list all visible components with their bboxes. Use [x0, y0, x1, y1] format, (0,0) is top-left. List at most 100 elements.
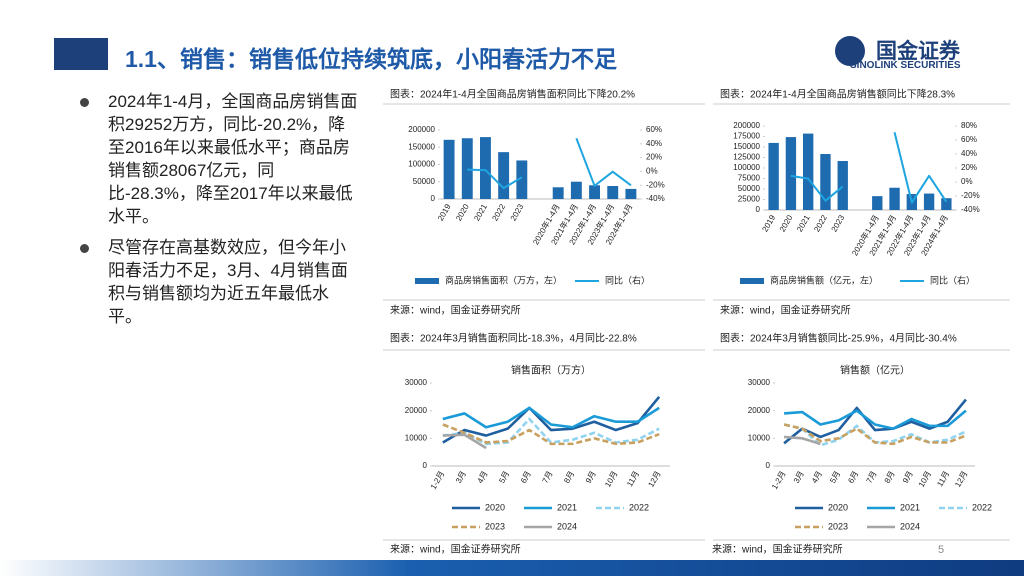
- chart-title: 销售面积（万方）: [511, 364, 591, 377]
- y2-tick-label: -40%: [646, 194, 665, 203]
- x-tick-label: 4月: [476, 470, 490, 485]
- x-tick-label: 7月: [865, 470, 879, 485]
- source: 来源：wind，国金证券研究所: [712, 543, 843, 556]
- legend-label: 同比（右）: [605, 274, 650, 285]
- x-tick-label: 6月: [519, 470, 533, 485]
- slide-title: 1.1、销售：销售低位持续筑底，小阳春活力不足: [125, 46, 617, 72]
- x-tick-label: 2022: [491, 202, 508, 222]
- line-series: [783, 435, 821, 446]
- x-tick-label: 10月: [603, 470, 619, 489]
- chart-caption: 图表：2024年3月销售额同比-25.9%，4月同比-30.4%: [720, 332, 957, 345]
- x-tick-label: 8月: [562, 470, 576, 485]
- chart-title: 销售额（亿元）: [840, 364, 910, 377]
- y-tick-label: 100000: [408, 160, 435, 169]
- page-number: 5: [938, 544, 944, 556]
- y2-tick-label: 60%: [961, 135, 977, 144]
- x-tick-label: 5月: [828, 470, 842, 485]
- logo-en: SINOLINK SECURITIES: [850, 60, 961, 71]
- bar: [872, 196, 883, 210]
- x-tick-label: 10月: [917, 470, 933, 489]
- legend-label: 2022: [629, 502, 649, 512]
- x-tick-label: 6月: [846, 470, 860, 485]
- line-series: [442, 396, 661, 444]
- y-tick-label: 10000: [405, 433, 428, 442]
- y-tick-label: 50000: [413, 177, 436, 186]
- legend-label: 2020: [828, 502, 848, 512]
- y-tick-label: 20000: [405, 406, 428, 415]
- bar: [889, 187, 900, 210]
- y-tick-label: 30000: [748, 378, 771, 387]
- y2-tick-label: -20%: [646, 180, 665, 189]
- bar: [785, 137, 797, 210]
- line-series: [467, 137, 632, 190]
- x-tick-label: 11月: [935, 470, 951, 489]
- y-tick-label: 75000: [738, 174, 761, 183]
- legend-label: 商品房销售面积（万方，左）: [445, 274, 562, 285]
- line-series: [442, 406, 660, 429]
- bar: [607, 186, 619, 199]
- bar: [589, 185, 600, 199]
- x-tick-label: 3月: [792, 470, 806, 485]
- bullet-list: 2024年1-4月，全国商品房销售面积29252万方，同比-20.2%，降至20…: [78, 90, 358, 336]
- bar: [570, 181, 582, 199]
- y2-tick-label: 0%: [961, 177, 973, 186]
- bar: [820, 154, 831, 210]
- y-tick-label: 25000: [738, 195, 761, 204]
- x-tick-label: 11月: [625, 470, 641, 489]
- y2-tick-label: -40%: [961, 205, 980, 214]
- y-tick-label: 200000: [408, 125, 435, 134]
- y-tick-label: 50000: [738, 184, 761, 193]
- bar: [768, 142, 779, 210]
- x-tick-label: 7月: [541, 470, 555, 485]
- bullet: 尽管存在高基数效应，但今年小阳春活力不足，3月、4月销售面积与销售额均为近五年最…: [78, 236, 358, 328]
- y-tick-label: 100000: [733, 163, 760, 172]
- x-tick-label: 1-2月: [770, 470, 788, 491]
- logo-icon: [835, 36, 865, 66]
- y-tick-label: 150000: [408, 142, 435, 151]
- y-tick-label: 0: [756, 205, 761, 214]
- y-tick-label: 0: [431, 194, 436, 203]
- bullet: 2024年1-4月，全国商品房销售面积29252万方，同比-20.2%，降至20…: [78, 90, 358, 228]
- line-series: [442, 433, 487, 450]
- y2-tick-label: 60%: [646, 125, 662, 134]
- x-tick-label: 2021: [472, 202, 489, 222]
- x-tick-label: 12月: [953, 470, 969, 489]
- x-tick-label: 8月: [883, 470, 897, 485]
- x-tick-label: 2019: [761, 213, 778, 233]
- line-series: [442, 423, 660, 446]
- source: 来源：wind，国金证券研究所: [390, 543, 521, 556]
- x-tick-label: 2021: [795, 213, 812, 233]
- x-tick-label: 9月: [901, 470, 915, 485]
- legend-label: 2023: [485, 521, 505, 531]
- bar: [443, 139, 455, 199]
- bar: [803, 133, 814, 210]
- y-tick-label: 125000: [733, 153, 760, 162]
- legend-swatch: [740, 278, 764, 284]
- source: 来源：wind，国金证券研究所: [390, 304, 521, 317]
- x-tick-label: 2020: [778, 213, 795, 233]
- y-tick-label: 150000: [733, 142, 760, 151]
- y-tick-label: 0: [423, 461, 428, 470]
- line-series: [790, 132, 948, 204]
- line-series: [783, 409, 967, 430]
- y2-tick-label: 40%: [646, 139, 662, 148]
- y-tick-label: 200000: [733, 121, 760, 130]
- legend-swatch: [415, 278, 439, 284]
- chart-caption: 图表：2024年1-4月全国商品房销售面积同比下降20.2%: [390, 88, 635, 101]
- x-tick-label: 12月: [646, 470, 662, 489]
- chart-caption: 图表：2024年3月销售面积同比-18.3%，4月同比-22.8%: [390, 332, 637, 345]
- bar: [552, 187, 564, 199]
- y2-tick-label: 0%: [646, 167, 658, 176]
- y2-tick-label: 80%: [961, 121, 977, 130]
- legend-label: 2023: [828, 521, 848, 531]
- x-tick-label: 2023: [509, 202, 526, 222]
- x-tick-label: 1-2月: [429, 470, 447, 491]
- x-tick-label: 4月: [810, 470, 824, 485]
- footer-band: [0, 560, 1024, 576]
- y2-tick-label: 20%: [646, 153, 662, 162]
- legend-label: 2022: [972, 502, 992, 512]
- legend-label: 2021: [900, 502, 920, 512]
- y-tick-label: 0: [766, 461, 771, 470]
